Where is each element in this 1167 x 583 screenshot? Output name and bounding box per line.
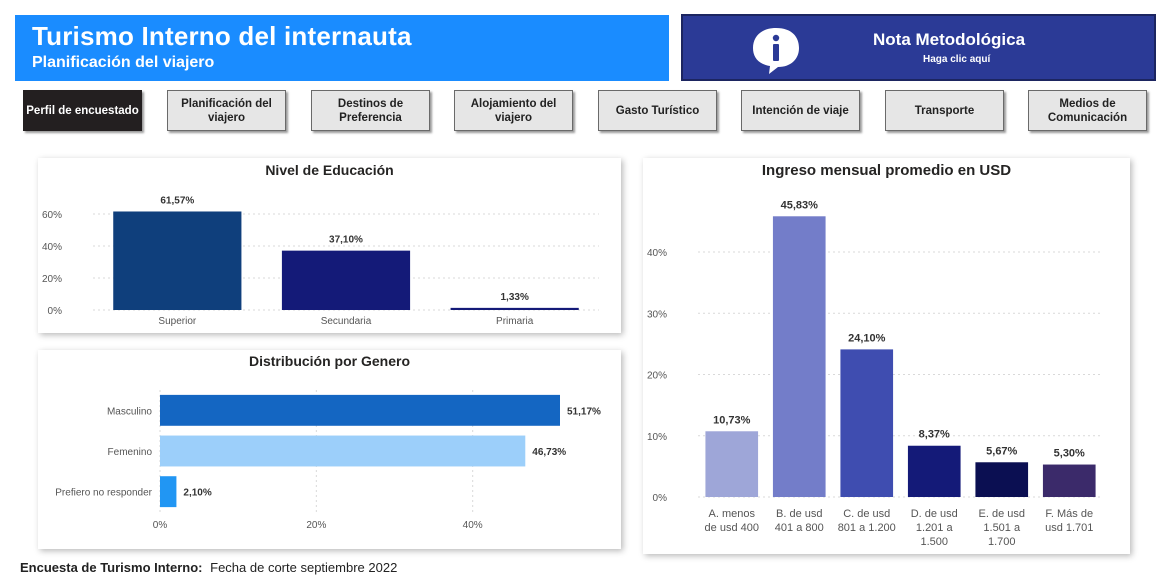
tab-label: Alojamiento del viajero xyxy=(470,97,557,124)
data-label: 8,37% xyxy=(919,429,950,441)
tab-label: Gasto Turístico xyxy=(615,104,700,117)
tab-planificacion-viajero[interactable]: Planificación del viajero xyxy=(167,90,286,131)
x-tick-label: Primaria xyxy=(496,316,534,327)
page-title: Turismo Interno del internauta xyxy=(32,21,412,51)
tab-label: Medios de Comunicación xyxy=(1047,97,1128,124)
info-icon xyxy=(753,28,799,74)
tab-alojamiento-viajero[interactable]: Alojamiento del viajero xyxy=(454,90,573,131)
bar xyxy=(160,394,560,426)
data-label: 45,83% xyxy=(781,199,819,211)
x-tick-label: 801 a 1.200 xyxy=(838,522,896,534)
bar xyxy=(160,435,526,467)
data-label: 46,73% xyxy=(532,447,566,458)
data-label: 5,30% xyxy=(1054,448,1085,460)
y-tick-label: Masculino xyxy=(107,406,152,417)
tab-perfil-encuestado[interactable]: Perfil de encuestado xyxy=(23,90,142,131)
x-tick-label: 401 a 800 xyxy=(775,522,824,534)
data-label: 5,67% xyxy=(986,445,1017,457)
y-tick-label: 20% xyxy=(647,371,667,382)
y-tick-label: 20% xyxy=(42,274,62,285)
y-tick-label: 30% xyxy=(647,309,667,320)
x-tick-label: Secundaria xyxy=(321,316,372,327)
x-tick-label: D. de usd xyxy=(911,508,958,520)
x-tick-label: C. de usd xyxy=(843,508,890,520)
educacion-chart: 0% 20% 40% 60% 61,57% Superior 37,10% Secundari… xyxy=(42,195,599,327)
data-label: 61,57% xyxy=(160,195,194,206)
x-tick-label: E. de usd xyxy=(979,508,1025,520)
genero-chart-card: Distribución por Genero 0% 20% 40% 51,17% Ma… xyxy=(38,350,621,549)
y-tick-label: 0% xyxy=(48,306,63,317)
tab-label: Intención de viaje xyxy=(752,104,849,117)
bar xyxy=(772,216,826,497)
x-tick-label: 1.700 xyxy=(988,536,1016,548)
x-tick-label: F. Más de xyxy=(1045,508,1093,520)
y-tick-label: 10% xyxy=(647,432,667,443)
bar xyxy=(840,349,894,497)
tab-destinos-preferencia[interactable]: Destinos de Preferencia xyxy=(311,90,430,131)
tab-medios-comunicacion[interactable]: Medios de Comunicación xyxy=(1028,90,1147,131)
tab-transporte[interactable]: Transporte xyxy=(885,90,1004,131)
nota-metodologica-button[interactable]: Nota Metodológica Haga clic aquí xyxy=(681,14,1156,81)
tab-label: Destinos de Preferencia xyxy=(337,97,404,124)
nota-subtitle: Haga clic aquí xyxy=(923,54,991,65)
y-tick-label: Femenino xyxy=(108,447,153,458)
footer-value: Fecha de corte septiembre 2022 xyxy=(210,560,398,575)
data-label: 37,10% xyxy=(329,235,363,246)
x-tick-label: 1.501 a xyxy=(983,522,1021,534)
footer: Encuesta de Turismo Interno: Fecha de co… xyxy=(20,560,397,575)
x-tick-label: Superior xyxy=(158,316,196,327)
x-tick-label: 40% xyxy=(463,520,483,531)
educacion-chart-card: Nivel de Educación 0% 20% 40% 60% 61,57% Supe… xyxy=(38,158,621,333)
x-tick-label: 1.500 xyxy=(920,536,948,548)
bar xyxy=(907,445,961,497)
y-tick-label: 40% xyxy=(647,248,667,259)
nota-title: Nota Metodológica xyxy=(873,30,1026,49)
dashboard-header: Turismo Interno del internauta Planifica… xyxy=(15,15,669,81)
data-label: 51,17% xyxy=(567,406,601,417)
data-label: 10,73% xyxy=(713,414,751,426)
data-label: 24,10% xyxy=(848,332,886,344)
x-tick-label: usd 1.701 xyxy=(1045,522,1093,534)
x-tick-label: 0% xyxy=(153,520,168,531)
genero-chart: 0% 20% 40% 51,17% Masculino 46,73% Femenino 2,1… xyxy=(55,390,601,531)
bar xyxy=(705,431,759,497)
ingreso-chart-title: Ingreso mensual promedio en USD xyxy=(761,162,1012,179)
x-tick-label: A. menos xyxy=(709,508,756,520)
bar xyxy=(113,211,242,310)
tab-label: Planificación del viajero xyxy=(181,97,272,124)
bar xyxy=(281,250,411,310)
y-tick-label: 60% xyxy=(42,210,62,221)
footer-label: Encuesta de Turismo Interno: xyxy=(20,560,203,575)
genero-chart-title: Distribución por Genero xyxy=(248,353,410,369)
bar xyxy=(450,307,579,310)
bar xyxy=(1042,464,1096,497)
x-tick-label: de usd 400 xyxy=(705,522,759,534)
y-tick-label: 0% xyxy=(653,493,668,504)
ingreso-chart-card: Ingreso mensual promedio en USD 0% 10% 20%… xyxy=(643,158,1130,554)
ingreso-chart: 0% 10% 20% 30% 40% 10,73% A. menos de usd 400 45… xyxy=(647,199,1103,548)
x-tick-label: 20% xyxy=(306,520,326,531)
y-tick-label: 40% xyxy=(42,242,62,253)
page-subtitle: Planificación del viajero xyxy=(32,54,215,71)
educacion-chart-title: Nivel de Educación xyxy=(265,162,394,178)
data-label: 2,10% xyxy=(183,488,211,499)
tab-gasto-turistico[interactable]: Gasto Turístico xyxy=(598,90,717,131)
tab-intencion-viaje[interactable]: Intención de viaje xyxy=(741,90,860,131)
bar xyxy=(975,462,1029,497)
tab-label: Transporte xyxy=(914,104,975,117)
data-label: 1,33% xyxy=(500,292,528,303)
y-tick-label: Prefiero no responder xyxy=(55,488,152,499)
tab-label: Perfil de encuestado xyxy=(26,104,139,117)
x-tick-label: 1.201 a xyxy=(916,522,954,534)
bar xyxy=(160,476,177,508)
x-tick-label: B. de usd xyxy=(776,508,822,520)
